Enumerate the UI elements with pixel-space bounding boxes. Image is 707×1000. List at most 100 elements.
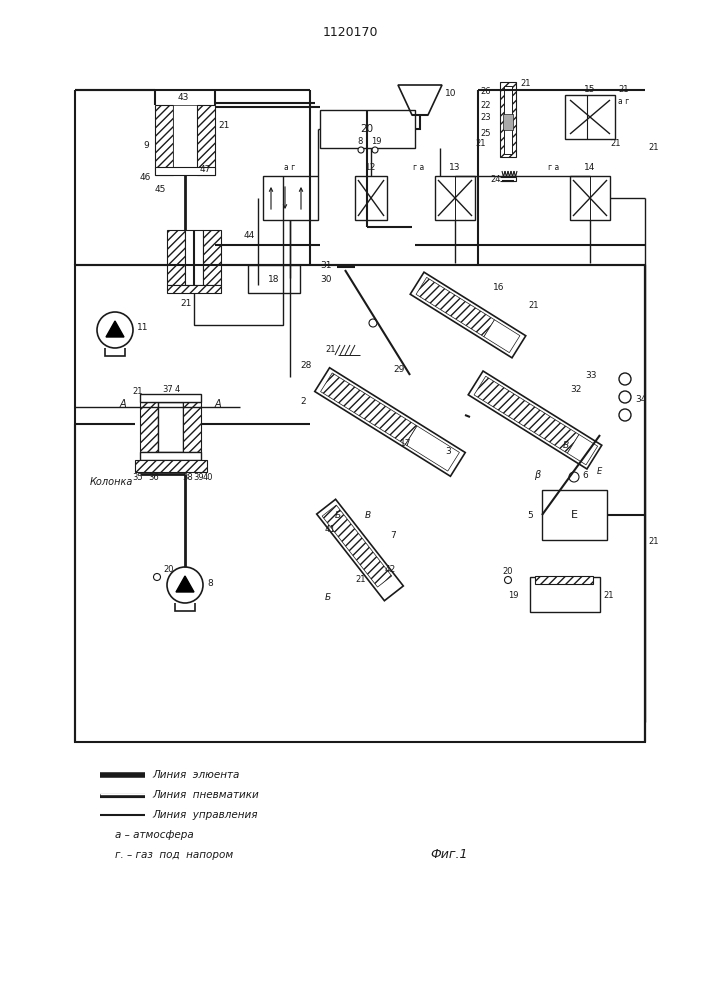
Text: Линия  элюента: Линия элюента	[152, 770, 240, 780]
Text: E: E	[597, 468, 602, 477]
Bar	[167, 285, 221, 293]
Text: 14: 14	[584, 163, 596, 172]
Text: 34: 34	[635, 395, 646, 404]
Text: 35: 35	[132, 473, 143, 482]
Text: 18: 18	[268, 274, 280, 284]
Circle shape	[372, 147, 378, 153]
Text: 39: 39	[193, 473, 204, 482]
Text: E: E	[571, 510, 578, 520]
Bar	[203, 230, 221, 285]
Text: 21: 21	[180, 298, 192, 308]
Text: 13: 13	[449, 163, 461, 172]
Circle shape	[619, 391, 631, 403]
Bar	[322, 505, 392, 587]
Text: 31: 31	[320, 260, 332, 269]
Text: 21: 21	[325, 346, 336, 355]
Text: В: В	[365, 510, 371, 520]
Text: 38: 38	[182, 473, 193, 482]
Bar	[530, 577, 600, 612]
Bar	[263, 176, 318, 220]
Text: 20: 20	[361, 124, 373, 134]
Text: 24: 24	[490, 174, 501, 184]
Bar	[320, 110, 415, 148]
Text: 17: 17	[400, 440, 411, 448]
Bar	[158, 402, 183, 452]
Bar	[317, 499, 403, 601]
Bar	[435, 176, 475, 220]
Text: 8: 8	[207, 578, 213, 587]
Text: 2: 2	[300, 397, 305, 406]
Text: 30: 30	[320, 275, 332, 284]
Circle shape	[505, 576, 511, 584]
Text: а г: а г	[618, 98, 629, 106]
Circle shape	[569, 472, 579, 482]
Circle shape	[369, 319, 377, 327]
Text: А: А	[120, 399, 127, 409]
Bar	[468, 371, 602, 469]
Text: 11: 11	[137, 324, 148, 332]
Text: 36: 36	[148, 473, 159, 482]
Bar	[405, 426, 460, 471]
Bar	[484, 320, 520, 353]
Bar	[75, 265, 645, 742]
Text: Линия  пневматики: Линия пневматики	[152, 790, 259, 800]
Bar	[140, 402, 158, 452]
Text: 21: 21	[520, 80, 530, 89]
Bar	[410, 272, 526, 358]
Bar	[320, 373, 417, 445]
Bar	[567, 435, 597, 465]
Text: 21: 21	[648, 143, 658, 152]
Text: 12: 12	[366, 163, 377, 172]
Text: 9: 9	[143, 140, 148, 149]
Text: 21: 21	[618, 86, 629, 95]
Bar	[503, 114, 513, 130]
Text: 44: 44	[244, 231, 255, 239]
Bar	[248, 265, 300, 293]
Text: а – атмосфера: а – атмосфера	[115, 830, 194, 840]
Bar	[140, 394, 201, 402]
Text: β: β	[534, 470, 540, 480]
Circle shape	[358, 147, 364, 153]
Text: 3: 3	[445, 448, 451, 456]
Text: Б: Б	[335, 510, 341, 520]
Text: 21: 21	[355, 576, 366, 584]
Bar	[185, 230, 203, 285]
Text: 20: 20	[502, 568, 513, 576]
Text: 15: 15	[584, 86, 596, 95]
Text: 29: 29	[393, 365, 404, 374]
Text: 33: 33	[585, 370, 597, 379]
Circle shape	[167, 567, 203, 603]
Text: 43: 43	[177, 93, 189, 102]
Bar	[197, 105, 215, 175]
Bar	[474, 376, 579, 453]
Text: 16: 16	[493, 282, 505, 292]
Circle shape	[97, 312, 133, 348]
Bar	[135, 460, 207, 472]
Text: 40: 40	[203, 473, 214, 482]
Text: 28: 28	[300, 360, 311, 369]
Bar	[355, 176, 387, 220]
Bar	[570, 176, 610, 220]
Bar	[155, 105, 173, 175]
Bar	[167, 230, 185, 285]
Text: 21: 21	[648, 538, 658, 546]
Text: 45: 45	[155, 184, 166, 194]
Text: 8: 8	[357, 137, 363, 146]
Text: 21: 21	[603, 590, 614, 599]
Bar	[173, 105, 197, 175]
Text: 4: 4	[175, 385, 180, 394]
Text: 26: 26	[480, 88, 491, 97]
Text: 42: 42	[385, 566, 396, 574]
Text: 10: 10	[445, 89, 457, 98]
Text: 32: 32	[570, 385, 581, 394]
Bar	[535, 576, 593, 584]
Text: 5: 5	[527, 510, 533, 520]
Text: 41: 41	[325, 526, 337, 534]
Bar	[542, 490, 607, 540]
Text: 19: 19	[371, 137, 382, 146]
Text: Колонка: Колонка	[90, 477, 134, 487]
Circle shape	[153, 574, 160, 580]
Text: Линия  управления: Линия управления	[152, 810, 257, 820]
Circle shape	[619, 409, 631, 421]
Text: 22: 22	[480, 101, 491, 109]
